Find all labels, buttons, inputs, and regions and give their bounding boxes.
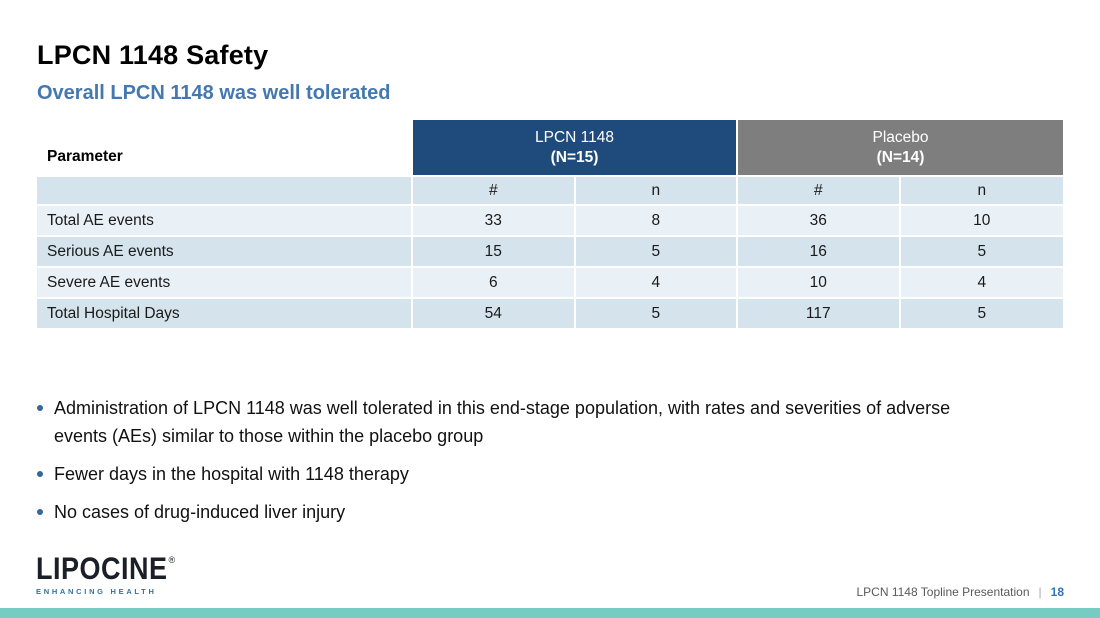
- table-cell: 4: [900, 268, 1063, 299]
- row-label: Total AE events: [37, 206, 413, 237]
- row-label: Serious AE events: [37, 237, 413, 268]
- table-cell: 6: [413, 268, 576, 299]
- footer: LPCN 1148 Topline Presentation | 18: [857, 585, 1065, 599]
- logo-wordmark: LIPOCINE: [36, 550, 168, 587]
- bullet-item: No cases of drug-induced liver injury: [37, 498, 989, 526]
- table-cell: 16: [738, 237, 901, 268]
- table-cell: 33: [413, 206, 576, 237]
- lipocine-logo: LIPOCINE® ENHANCING HEALTH: [36, 552, 176, 596]
- table-cell: 5: [575, 299, 738, 330]
- table-cell: 54: [413, 299, 576, 330]
- bullet-text: Administration of LPCN 1148 was well tol…: [54, 398, 951, 446]
- bullet-dot-icon: [37, 471, 43, 477]
- row-label: Severe AE events: [37, 268, 413, 299]
- table-cell: 5: [575, 237, 738, 268]
- table-cell: 10: [900, 206, 1063, 237]
- bullet-text: Fewer days in the hospital with 1148 the…: [54, 464, 409, 484]
- page-subtitle: Overall LPCN 1148 was well tolerated: [37, 82, 391, 104]
- page-title: LPCN 1148 Safety: [37, 40, 269, 70]
- footer-deck-title: LPCN 1148 Topline Presentation: [856, 585, 1030, 599]
- group-n-count: (N=15): [550, 148, 599, 166]
- bullet-text: No cases of drug-induced liver injury: [54, 502, 346, 522]
- takeaway-bullet-list: Administration of LPCN 1148 was well tol…: [37, 394, 989, 536]
- bullet-item: Administration of LPCN 1148 was well tol…: [37, 394, 989, 450]
- table-cell: 15: [413, 237, 576, 268]
- table-cell: 10: [738, 268, 901, 299]
- group-name: LPCN 1148: [535, 128, 614, 146]
- table-cell: 4: [575, 268, 738, 299]
- bottom-accent-bar: [0, 608, 1100, 618]
- footer-divider: |: [1038, 585, 1042, 599]
- table-cell: 36: [738, 206, 901, 237]
- table-header-parameter: Parameter: [37, 120, 413, 177]
- subheader-empty-cell: [37, 177, 413, 206]
- table-group-header-lpcn1148: LPCN 1148 (N=15): [413, 120, 738, 177]
- page-number: 18: [1050, 585, 1064, 599]
- subheader-cell: n: [575, 177, 738, 206]
- subheader-cell: #: [738, 177, 901, 206]
- row-label: Total Hospital Days: [37, 299, 413, 330]
- bullet-item: Fewer days in the hospital with 1148 the…: [37, 460, 989, 488]
- bullet-dot-icon: [37, 405, 43, 411]
- bullet-dot-icon: [37, 509, 43, 515]
- table-cell: 117: [738, 299, 901, 330]
- registered-trademark-icon: ®: [168, 555, 176, 565]
- table-cell: 5: [900, 237, 1063, 268]
- logo-tagline: ENHANCING HEALTH: [36, 587, 157, 596]
- subheader-cell: n: [900, 177, 1063, 206]
- table-group-header-placebo: Placebo (N=14): [738, 120, 1063, 177]
- group-n-count: (N=14): [876, 148, 925, 166]
- safety-table: Parameter LPCN 1148 (N=15) Placebo (N=14…: [37, 120, 1063, 330]
- table-cell: 8: [575, 206, 738, 237]
- table-cell: 5: [900, 299, 1063, 330]
- group-name: Placebo: [872, 128, 929, 146]
- subheader-cell: #: [413, 177, 576, 206]
